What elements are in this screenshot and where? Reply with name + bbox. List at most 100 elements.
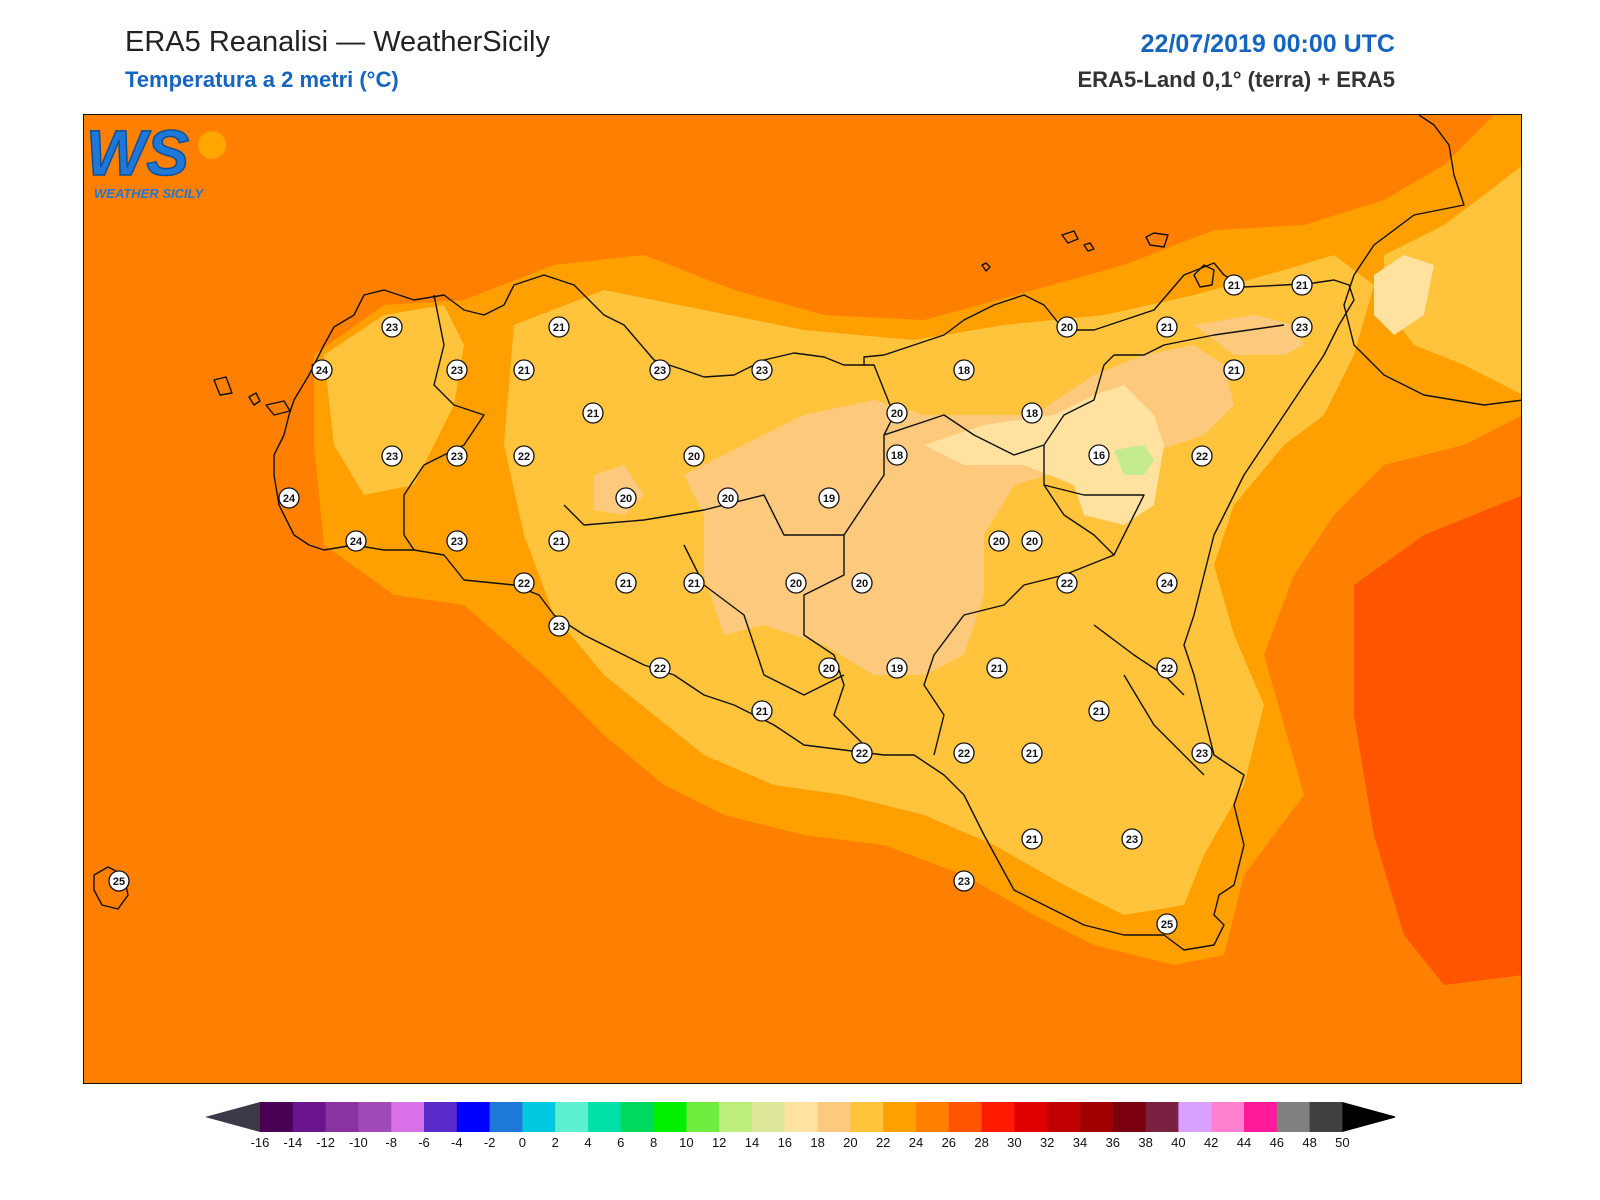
station-value: 21 [1296, 280, 1308, 292]
station-marker: 22 [1056, 572, 1078, 594]
station-circle [1156, 316, 1178, 338]
station-marker: 18 [953, 359, 975, 381]
station-value: 24 [1161, 578, 1174, 590]
station-circle [548, 615, 570, 637]
colorbar-tick-label: 8 [649, 1135, 658, 1150]
weather-sicily-logo: WS WEATHER SICILY [85, 116, 226, 201]
station-circle [615, 572, 637, 594]
station-marker: 23 [381, 316, 403, 338]
station-marker: 22 [953, 742, 975, 764]
station-marker: 21 [1223, 359, 1245, 381]
colorbar-segment [948, 1102, 983, 1132]
colorbar-segment [686, 1102, 720, 1132]
station-circle [1291, 274, 1313, 296]
logo-sun-icon [198, 131, 226, 159]
station-circle [513, 572, 535, 594]
station-circle [886, 657, 908, 679]
colorbar-max-arrow [1342, 1102, 1395, 1132]
station-value: 24 [283, 493, 296, 505]
station-value: 23 [553, 621, 565, 633]
station-marker: 23 [446, 359, 468, 381]
station-marker: 21 [1088, 700, 1110, 722]
colorbar-tick-label: 30 [1007, 1135, 1022, 1150]
station-marker: 20 [785, 572, 807, 594]
station-marker: 22 [851, 742, 873, 764]
station-value: 20 [856, 578, 868, 590]
station-circle [1056, 572, 1078, 594]
station-marker: 23 [953, 870, 975, 892]
colorbar-segment [358, 1102, 392, 1132]
station-marker: 22 [1191, 445, 1213, 467]
colorbar-tick-label: 42 [1203, 1135, 1219, 1150]
contour-20-east [1194, 315, 1304, 355]
station-marker: 21 [548, 316, 570, 338]
colorbar-segment [555, 1102, 589, 1132]
colorbar-tick-label: -12 [316, 1135, 335, 1150]
station-value: 20 [620, 493, 632, 505]
station-circle [1191, 742, 1213, 764]
colorbar-segment [1244, 1102, 1278, 1132]
colorbar-segment [588, 1102, 622, 1132]
colorbar-segment [456, 1102, 491, 1132]
station-circle [953, 870, 975, 892]
station-marker: 23 [751, 359, 773, 381]
colorbar-segment [1112, 1102, 1147, 1132]
colorbar-tick-label: 38 [1138, 1135, 1153, 1150]
station-value: 18 [1026, 408, 1038, 420]
colorbar-tick-label: 10 [679, 1135, 694, 1150]
station-marker: 21 [1291, 274, 1313, 296]
colorbar-segment [653, 1102, 687, 1132]
station-value: 21 [688, 578, 700, 590]
station-marker: 21 [582, 402, 604, 424]
station-value: 21 [1026, 834, 1038, 846]
station-circle [683, 445, 705, 467]
station-circle [953, 359, 975, 381]
colorbar-tick-label: 28 [974, 1135, 989, 1150]
station-marker: 19 [818, 487, 840, 509]
station-marker: 20 [717, 487, 739, 509]
station-value: 23 [386, 322, 398, 334]
station-value: 22 [958, 748, 970, 760]
station-value: 23 [756, 365, 768, 377]
colorbar-segment [391, 1102, 425, 1132]
station-marker: 21 [1223, 274, 1245, 296]
station-circle [649, 657, 671, 679]
warm-sea-east [1354, 495, 1521, 985]
colorbar-tick-label: 48 [1302, 1135, 1317, 1150]
station-circle [381, 445, 403, 467]
station-value: 20 [891, 408, 903, 420]
station-value: 21 [1026, 748, 1038, 760]
colorbar-tick-label: 14 [744, 1135, 760, 1150]
pantelleria [93, 866, 129, 910]
colorbar-tick-label: 6 [617, 1135, 625, 1150]
station-circle [818, 487, 840, 509]
station-circle [311, 359, 333, 381]
map-canvas: 23 21 24 23 21 23 23 21 23 23 22 20 24 20 20 19 24 23 21 22… [84, 115, 1521, 1083]
station-circle [953, 742, 975, 764]
data-source: ERA5-Land 0,1° (terra) + ERA5 [1077, 67, 1396, 92]
station-circle [1088, 700, 1110, 722]
station-circle [446, 445, 468, 467]
temperature-map: 23 21 24 23 21 23 23 21 23 23 22 20 24 20 20 19 24 23 21 22… [83, 114, 1522, 1084]
station-marker: 23 [381, 445, 403, 467]
station-value: 20 [722, 493, 734, 505]
station-circle [851, 572, 873, 594]
station-circle [1088, 444, 1110, 466]
station-marker: 20 [988, 530, 1010, 552]
station-marker: 21 [513, 359, 535, 381]
station-circle [986, 657, 1008, 679]
station-marker: 18 [886, 444, 908, 466]
colorbar-tick-label: 40 [1171, 1135, 1186, 1150]
station-marker: 21 [1021, 828, 1043, 850]
station-marker: 24 [278, 487, 300, 509]
colorbar-tick-label: -4 [451, 1135, 463, 1150]
colorbar-tick-label: 34 [1072, 1135, 1088, 1150]
station-marker: 22 [649, 657, 671, 679]
colorbar-segment [1047, 1102, 1081, 1132]
station-circle [1223, 274, 1245, 296]
station-circle [1021, 402, 1043, 424]
station-circle [649, 359, 671, 381]
station-value: 23 [1196, 748, 1208, 760]
station-value: 21 [756, 706, 768, 718]
station-marker: 20 [1056, 316, 1078, 338]
